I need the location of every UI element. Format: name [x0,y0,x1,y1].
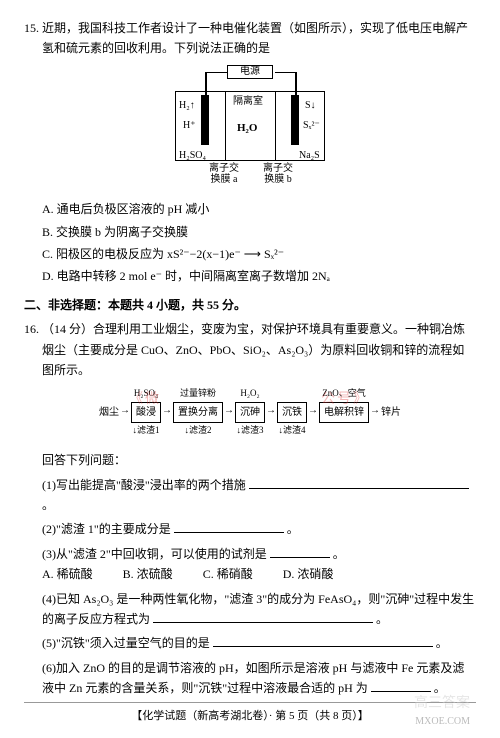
q16-sub1: (1)写出能提高"酸浸"浸出率的两个措施 。 [42,475,476,516]
q15-options: A. 通电后负极区溶液的 pH 减小 B. 交换膜 b 为阴离子交换膜 C. 阳… [42,199,476,287]
q16-sub6: (6)加入 ZnO 的目的是调节溶液的 pH，如图所示是溶液 pH 与滤液中 F… [42,658,476,699]
right-electrode [291,95,299,145]
right-ion: Sₓ²⁻ [303,117,320,134]
separator-label: 隔离室 [233,93,263,110]
left-gas: H₂↑ [179,97,195,114]
membrane-a-label: 离子交 换膜 a [209,163,239,185]
q16-text: （14 分）合理利用工业烟尘，变废为宝，对保护环境具有重要意义。一种铜冶炼烟尘（… [42,322,465,377]
blank-input[interactable] [213,633,433,647]
q16-sub2: (2)"滤渣 1"的主要成分是 。 [42,519,476,539]
membrane-b-label: 离子交 换膜 b [263,163,293,185]
wire [275,72,297,74]
q15-opt-a: A. 通电后负极区溶液的 pH 减小 [42,199,476,219]
flow-chart: 《微 公号》 H₂SO₄ 过量锌粉 H₂O₂ ZnO、空气 烟尘 → 酸浸 → … [99,386,401,438]
left-electrode [201,95,209,145]
q16-number: 16. [24,322,39,336]
footer-text: 【化学试题（新高考湖北卷）· 第 5 页（共 8 页）】 [131,710,368,722]
arrow-icon: → [369,402,381,419]
q16-sub3: (3)从"滤渣 2"中回收铜，可以使用的试剂是 。 [42,544,476,564]
left-ion: H⁺ [183,117,196,134]
q16-sub3-options: A. 稀硫酸 B. 浓硫酸 C. 稀硝酸 D. 浓硝酸 [42,564,476,584]
q16-s3-opt-c: C. 稀硝酸 [203,564,253,584]
q15-opt-b: B. 交换膜 b 为阴离子交换膜 [42,222,476,242]
blank-input[interactable] [249,475,469,489]
power-supply: 电源 [227,65,273,79]
q15-number: 15. [24,21,39,35]
left-sol: H₂SO₄ [179,147,206,164]
membrane-b [275,91,276,161]
q16-sub3-text: (3)从"滤渣 2"中回收铜，可以使用的试剂是 [42,547,267,561]
q16-flow-diagram: 《微 公号》 H₂SO₄ 过量锌粉 H₂O₂ ZnO、空气 烟尘 → 酸浸 → … [24,386,476,444]
flow-watermark: 《微 公号》 [129,388,369,412]
electrolysis-diagram: 电源 隔离室 H₂O H₂↑ H⁺ S↓ Sₓ²⁻ H₂SO₄ Na₂S 离子交… [165,65,335,185]
flow-bot-4: 滤渣4 [283,425,306,435]
q16-sub2-text: (2)"滤渣 1"的主要成分是 [42,522,171,536]
q16-stem: 16. （14 分）合理利用工业烟尘，变废为宝，对保护环境具有重要意义。一种铜冶… [42,319,476,380]
blank-input[interactable] [270,544,330,558]
footer-rule [24,702,476,703]
q15-stem: 15. 近期，我国科技工作者设计了一种电催化装置（如图所示），实现了低电压电解产… [42,18,476,59]
q15-diagram: 电源 隔离室 H₂O H₂↑ H⁺ S↓ Sₓ²⁻ H₂SO₄ Na₂S 离子交… [24,65,476,191]
q16-s3-opt-a: A. 稀硫酸 [42,564,93,584]
q16-s3-opt-b: B. 浓硫酸 [123,564,173,584]
q15-opt-c: C. 阳极区的电极反应为 xS²⁻−2(x−1)e⁻ ⟶ Sₓ²⁻ [42,244,476,264]
q16-sub4: (4)已知 As₂O₃ 是一种两性氧化物，"滤渣 3"的成分为 FeAsO₄，则… [42,589,476,630]
blank-input[interactable] [174,519,284,533]
q16-sub5: (5)"沉铁"须入过量空气的目的是 。 [42,633,476,653]
q16-sub1-text: (1)写出能提高"酸浸"浸出率的两个措施 [42,478,246,492]
q16-sub5-text: (5)"沉铁"须入过量空气的目的是 [42,636,210,650]
q15-opt-d: D. 电路中转移 2 mol e⁻ 时，中间隔离室离子数增加 2Nₐ [42,266,476,286]
wire [205,72,227,74]
q16-lead: 回答下列问题： [42,450,476,470]
flow-bot-2: 滤渣2 [189,425,212,435]
flow-bot-1: 滤渣1 [137,425,160,435]
page-footer: 【化学试题（新高考湖北卷）· 第 5 页（共 8 页）】 [24,702,476,726]
section-2-heading: 二、非选择题：本题共 4 小题，共 55 分。 [24,295,476,315]
flow-in: 烟尘 [99,407,119,418]
right-sol: Na₂S [299,147,320,164]
q16-sub5-tail: 。 [436,636,448,650]
q16-sub3-tail: 。 [333,547,345,561]
blank-input[interactable] [371,678,431,692]
flow-bot-3: 滤渣3 [241,425,264,435]
blank-input[interactable] [153,609,373,623]
q16-s3-opt-d: D. 浓硝酸 [283,564,334,584]
membrane-a [225,91,226,161]
flow-out: 锌片 [381,407,401,418]
q16-sub2-tail: 。 [287,522,299,536]
right-gas: S↓ [305,97,316,114]
q15-text: 近期，我国科技工作者设计了一种电催化装置（如图所示），实现了低电压电解产氢和硫元… [42,21,468,55]
center-h2o: H₂O [237,119,257,138]
q16-sub4-tail: 。 [376,612,388,626]
watermark-1: MXOE.COM [415,713,470,730]
